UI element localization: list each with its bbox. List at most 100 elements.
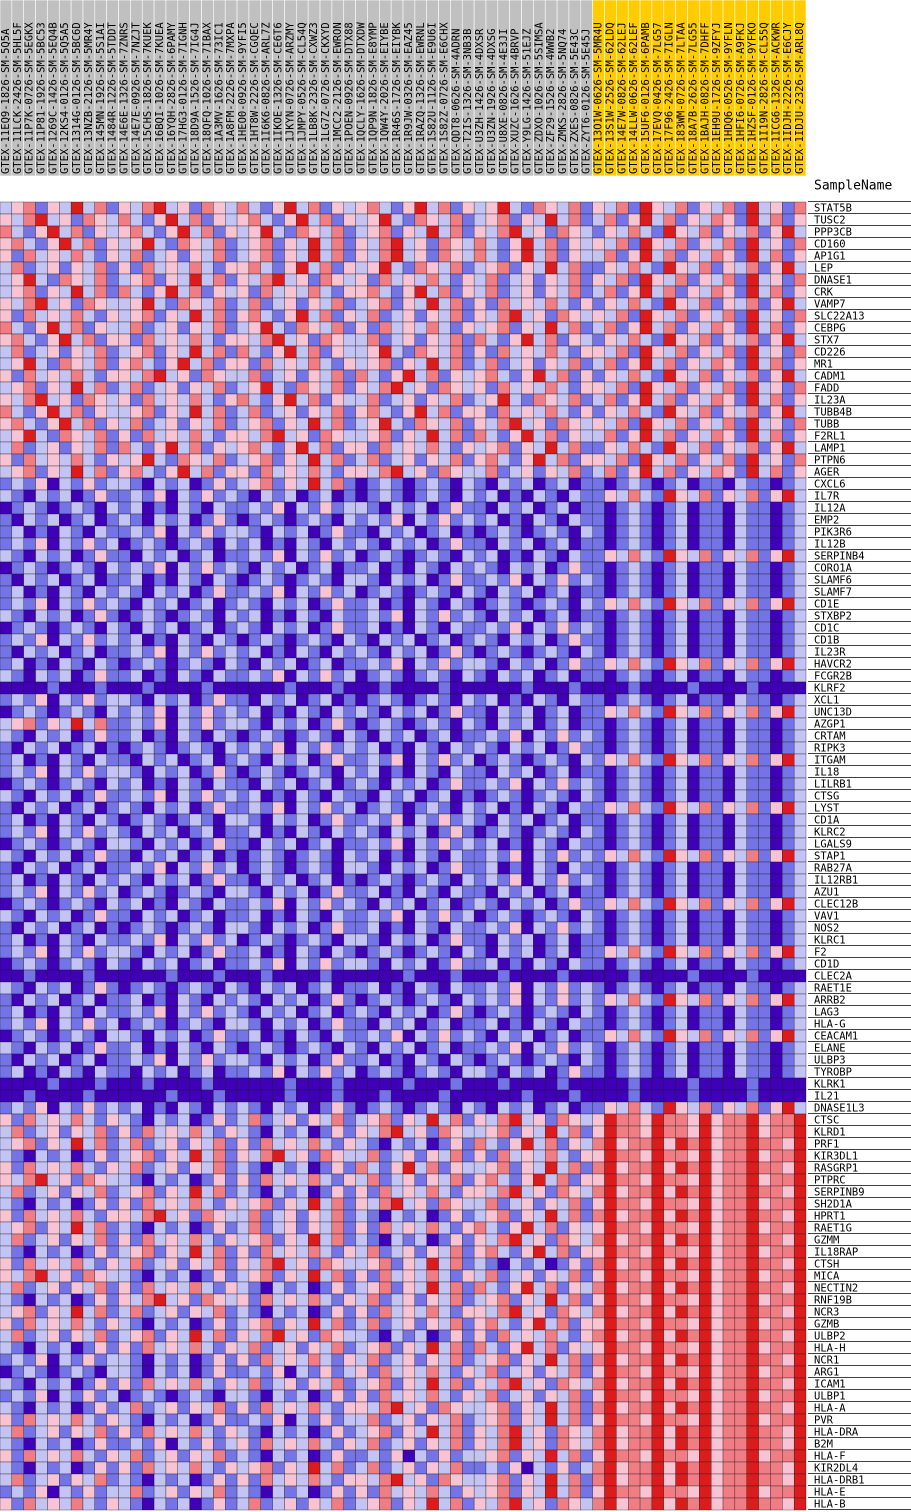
cell [592,345,605,359]
cell [319,381,333,395]
cell [414,381,427,395]
cell [331,729,344,743]
cell [319,261,333,275]
cell [213,477,226,491]
cell [722,357,736,371]
cell [426,309,439,323]
cell [438,249,451,263]
cell [355,681,368,695]
cell [782,573,795,587]
cell [331,309,344,323]
cell [331,993,344,1007]
cell [248,969,261,983]
cell [616,849,629,863]
cell [438,633,451,647]
cell [0,585,13,599]
cell [616,993,629,1007]
cell [177,225,190,239]
cell [331,645,344,659]
cell [390,705,404,719]
cell [308,333,321,347]
cell [94,501,107,515]
cell [770,285,783,299]
cell [213,309,226,323]
cell [94,633,107,647]
cell [82,837,95,851]
cell [758,1005,771,1019]
cell [379,333,392,347]
cell [711,429,724,443]
cell [130,693,143,707]
cell [758,741,771,755]
cell [260,477,273,491]
cell [592,873,605,887]
cell [260,225,273,239]
cell [319,945,333,959]
cell [521,573,534,587]
cell [450,801,463,815]
cell [758,405,771,419]
cell [201,993,214,1007]
cell [746,945,759,959]
cell [177,969,190,983]
cell [35,1005,48,1019]
cell [580,909,593,923]
cell [639,321,653,335]
cell [70,201,84,215]
cell [533,261,546,275]
cell [556,525,570,539]
cell [284,897,297,911]
cell [711,981,724,995]
cell [94,597,107,611]
cell [545,837,558,851]
cell [473,489,487,503]
cell [142,405,155,419]
cell [201,921,214,935]
cell [675,429,688,443]
cell [260,321,273,335]
cell [722,609,736,623]
cell [308,249,321,263]
cell [308,873,321,887]
cell [343,249,356,263]
cell [213,897,226,911]
cell [165,489,178,503]
cell [47,921,60,935]
cell [94,333,107,347]
cell [545,405,558,419]
cell [35,717,48,731]
cell [556,489,570,503]
cell [390,249,404,263]
cell [367,321,380,335]
cell [556,969,570,983]
cell [782,273,795,287]
cell [604,777,617,791]
cell [118,549,131,563]
cell [260,597,273,611]
cell [746,777,759,791]
cell [734,213,747,227]
cell [272,885,285,899]
cell [165,1053,178,1067]
cell [722,657,736,671]
cell [604,681,617,695]
sample-label: GTEX-1QW4Y-2026-SM-EIYBE [379,22,391,174]
sample-label: GTEX-17EVQ-0426-SM-7LG57 [652,22,664,174]
cell [663,813,676,827]
cell [722,633,736,647]
cell [651,609,664,623]
cell [70,933,84,947]
cell [462,705,475,719]
cell [177,609,190,623]
cell [47,513,60,527]
cell [272,969,285,983]
cell [319,465,333,479]
cell [568,837,581,851]
cell [402,441,416,455]
cell [699,717,712,731]
cell [687,1005,700,1019]
cell [153,669,167,683]
cell [47,933,60,947]
cell [568,585,581,599]
cell [319,597,333,611]
